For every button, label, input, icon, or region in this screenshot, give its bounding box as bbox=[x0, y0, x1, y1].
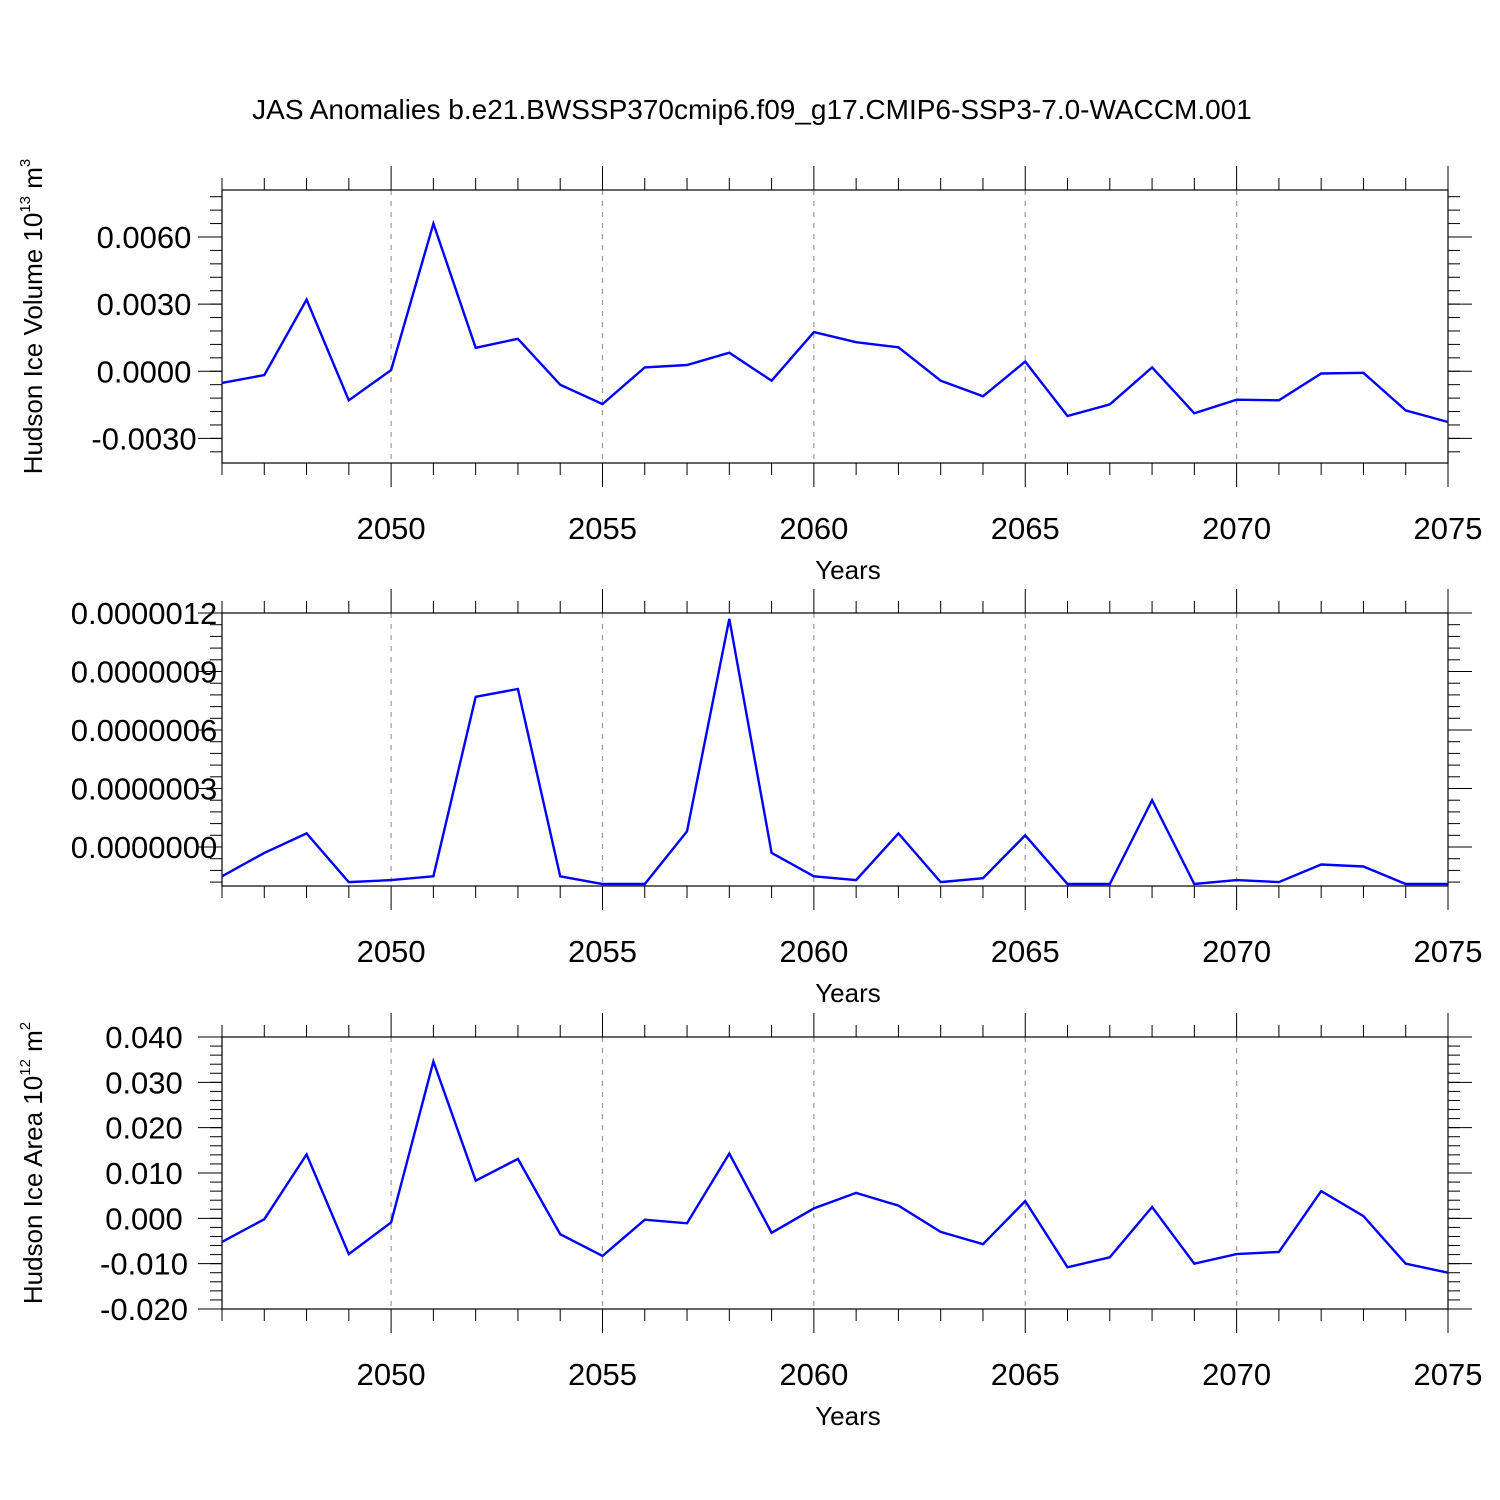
y-tick-label: 0.030 bbox=[105, 1065, 183, 1100]
y-tick-label: 0.040 bbox=[105, 1020, 183, 1055]
chart-panel-1: -0.0030 0.0000 0.0030 0.0060 2050 2055 2060 206… bbox=[17, 159, 1482, 585]
y-tick-label: 0.0000 bbox=[97, 354, 192, 389]
x-tick-label: 2060 bbox=[779, 511, 848, 546]
x-tick-label: 2070 bbox=[1202, 934, 1271, 969]
series-line bbox=[221, 219, 1449, 424]
x-tick-label: 2075 bbox=[1414, 1357, 1483, 1392]
series-line bbox=[221, 618, 1448, 886]
y-tick-label: 0.0000009 bbox=[71, 655, 218, 690]
x-tick-label: 2075 bbox=[1414, 511, 1483, 546]
chart-panel-3: -0.020 -0.010 0.000 0.010 0.020 0.030 0.040 205… bbox=[17, 1013, 1482, 1431]
y-tick-label: -0.0030 bbox=[91, 421, 196, 456]
series-line bbox=[221, 1057, 1449, 1274]
x-tick-label: 2055 bbox=[568, 511, 637, 546]
x-tick-label: 2065 bbox=[991, 1357, 1060, 1392]
plot-frame bbox=[221, 189, 1449, 464]
x-axis-title: Years bbox=[815, 555, 881, 585]
chart-panel-2: 0.0000000 0.0000003 0.0000006 0.0000009 0.00… bbox=[71, 589, 1483, 1008]
y-axis-title-unit: m bbox=[18, 167, 48, 196]
y-tick-label: -0.010 bbox=[100, 1247, 188, 1282]
x-tick-label: 2055 bbox=[568, 934, 637, 969]
y-tick-label: 0.0000003 bbox=[71, 772, 218, 807]
x-axis-title: Years bbox=[815, 978, 881, 1008]
x-tick-label: 2070 bbox=[1202, 1357, 1271, 1392]
chart-title: JAS Anomalies b.e21.BWSSP370cmip6.f09_g1… bbox=[252, 94, 1252, 125]
y-axis-title-unit-sup: 2 bbox=[17, 1022, 34, 1030]
x-tick-label: 2075 bbox=[1414, 934, 1483, 969]
y-tick-label: 0.0000000 bbox=[71, 830, 218, 865]
x-tick-label: 2060 bbox=[779, 1357, 848, 1392]
x-axis-title: Years bbox=[815, 1401, 881, 1431]
y-axis-title-unit-sup: 3 bbox=[17, 159, 34, 167]
y-axis-title: Hudson Ice Area 1012 m2 bbox=[17, 1022, 48, 1304]
y-axis-title-text: Hudson Ice Volume 10 bbox=[18, 213, 48, 475]
x-tick-label: 2060 bbox=[779, 934, 848, 969]
y-tick-label: 0.0030 bbox=[97, 287, 192, 322]
x-tick-label: 2065 bbox=[991, 934, 1060, 969]
y-axis-title: Hudson Ice Volume 1013 m3 bbox=[17, 159, 48, 475]
y-axis-title-sup: 13 bbox=[17, 196, 34, 213]
plot-frame bbox=[221, 1036, 1449, 1310]
y-axis-title-unit: m bbox=[18, 1030, 48, 1059]
x-tick-label: 2070 bbox=[1202, 511, 1271, 546]
x-tick-label: 2050 bbox=[357, 934, 426, 969]
y-tick-label: 0.0000012 bbox=[71, 596, 218, 631]
x-tick-label: 2050 bbox=[357, 511, 426, 546]
y-tick-label: 0.000 bbox=[105, 1201, 183, 1236]
y-axis-title-sup: 12 bbox=[17, 1059, 34, 1076]
plot-frame bbox=[221, 612, 1449, 887]
y-axis-title-text: Hudson Ice Area 10 bbox=[18, 1076, 48, 1304]
y-tick-label: -0.020 bbox=[100, 1292, 188, 1327]
x-tick-label: 2065 bbox=[991, 511, 1060, 546]
y-tick-label: 0.0060 bbox=[97, 220, 192, 255]
y-tick-label: 0.010 bbox=[105, 1156, 183, 1191]
y-tick-label: 0.0000006 bbox=[71, 713, 218, 748]
x-tick-label: 2055 bbox=[568, 1357, 637, 1392]
x-tick-label: 2050 bbox=[357, 1357, 426, 1392]
y-tick-label: 0.020 bbox=[105, 1111, 183, 1146]
